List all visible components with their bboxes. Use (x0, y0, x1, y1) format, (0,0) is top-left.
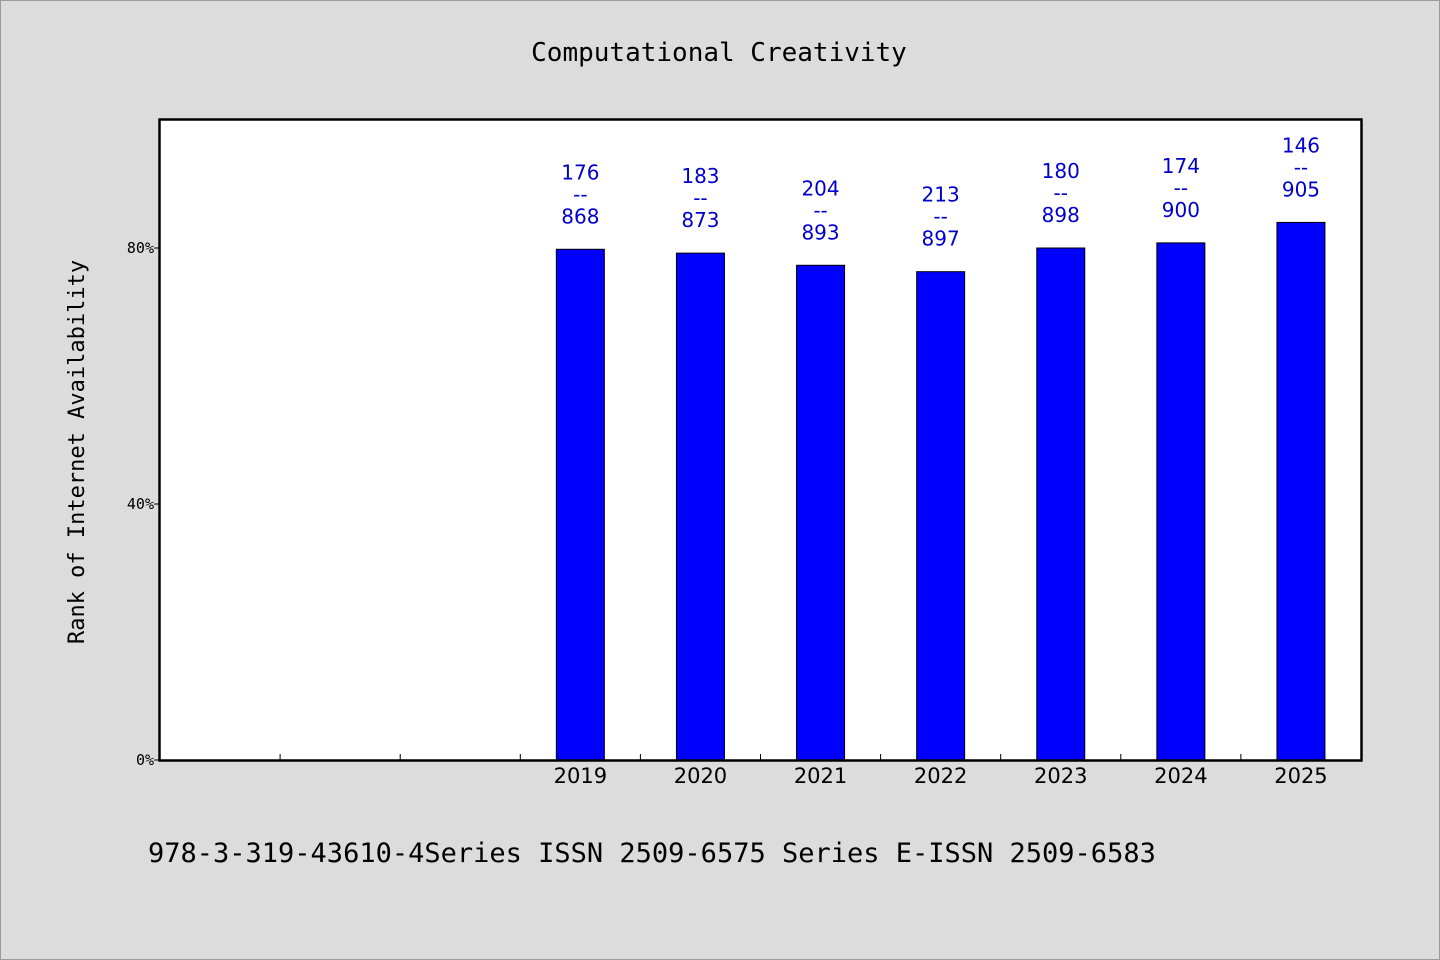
x-tick-label: 2024 (1154, 764, 1207, 788)
data-label-2024-line3: 900 (1162, 198, 1200, 222)
bar-2024 (1156, 242, 1206, 761)
bar-2020 (675, 252, 725, 761)
footer-isbn: 978-3-319-43610-4Series ISSN 2509-6575 S… (148, 838, 1156, 869)
plot-border (158, 118, 1363, 762)
y-axis: 0% 40% 80% (127, 239, 160, 769)
data-label-2021-line3: 893 (801, 220, 839, 244)
data-label-2023-line1: 180 (1042, 159, 1080, 183)
data-label-2025-line1: 146 (1282, 133, 1320, 157)
bar-2022 (916, 271, 966, 761)
data-label-2025-line2: -- (1294, 155, 1308, 179)
data-labels-layer: 176--868183--873204--893213--897180--898… (561, 133, 1320, 250)
data-label-2021-line2: -- (813, 198, 827, 222)
x-tick-label: 2019 (554, 764, 607, 788)
x-tick-label: 2020 (674, 764, 727, 788)
bar-2019 (555, 248, 605, 761)
data-label-2024-line1: 174 (1162, 154, 1200, 178)
data-label-2019-line2: -- (573, 182, 587, 206)
data-label-2021-line1: 204 (801, 176, 839, 200)
data-label-2022-line1: 213 (922, 183, 960, 207)
data-label-2022-line3: 897 (922, 227, 960, 251)
data-label-2022-line2: -- (933, 205, 947, 229)
data-label-2019-line3: 868 (561, 204, 599, 228)
y-axis-label: Rank of Internet Availability (65, 260, 90, 644)
y-tick-label: 40% (127, 495, 154, 513)
data-label-2019-line1: 176 (561, 160, 599, 184)
y-tick-label: 0% (136, 751, 154, 769)
x-tick-label: 2023 (1034, 764, 1087, 788)
x-tick-label: 2025 (1274, 764, 1327, 788)
data-label-2023-line2: -- (1054, 181, 1068, 205)
data-label-2025-line3: 905 (1282, 177, 1320, 201)
data-label-2023-line3: 898 (1042, 203, 1080, 227)
data-label-2020-line2: -- (693, 186, 707, 210)
chart-title: Computational Creativity (531, 38, 907, 68)
x-tick-label: 2022 (914, 764, 967, 788)
bar-2025 (1276, 221, 1326, 761)
data-label-2020-line3: 873 (681, 208, 719, 232)
x-tick-label: 2021 (794, 764, 847, 788)
x-axis: 2019 2020 2021 2022 2023 2024 2025 (279, 754, 1328, 788)
data-label-2024-line2: -- (1174, 176, 1188, 200)
bars-layer (555, 221, 1326, 761)
data-label-2020-line1: 183 (681, 164, 719, 188)
bar-2023 (1036, 247, 1086, 761)
bar-2021 (796, 264, 846, 761)
y-tick-label: 80% (127, 239, 154, 257)
